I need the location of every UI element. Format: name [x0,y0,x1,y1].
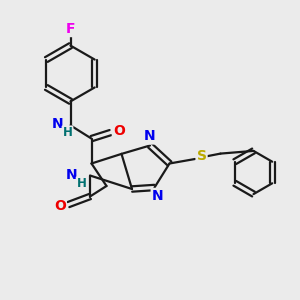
Text: N: N [152,189,163,203]
Text: H: H [63,126,72,140]
Text: N: N [66,168,77,182]
Text: O: O [113,124,125,138]
Text: S: S [196,149,207,163]
Text: N: N [51,118,63,131]
Text: O: O [54,199,66,213]
Text: F: F [66,22,75,36]
Text: H: H [77,177,86,190]
Text: N: N [144,130,156,143]
